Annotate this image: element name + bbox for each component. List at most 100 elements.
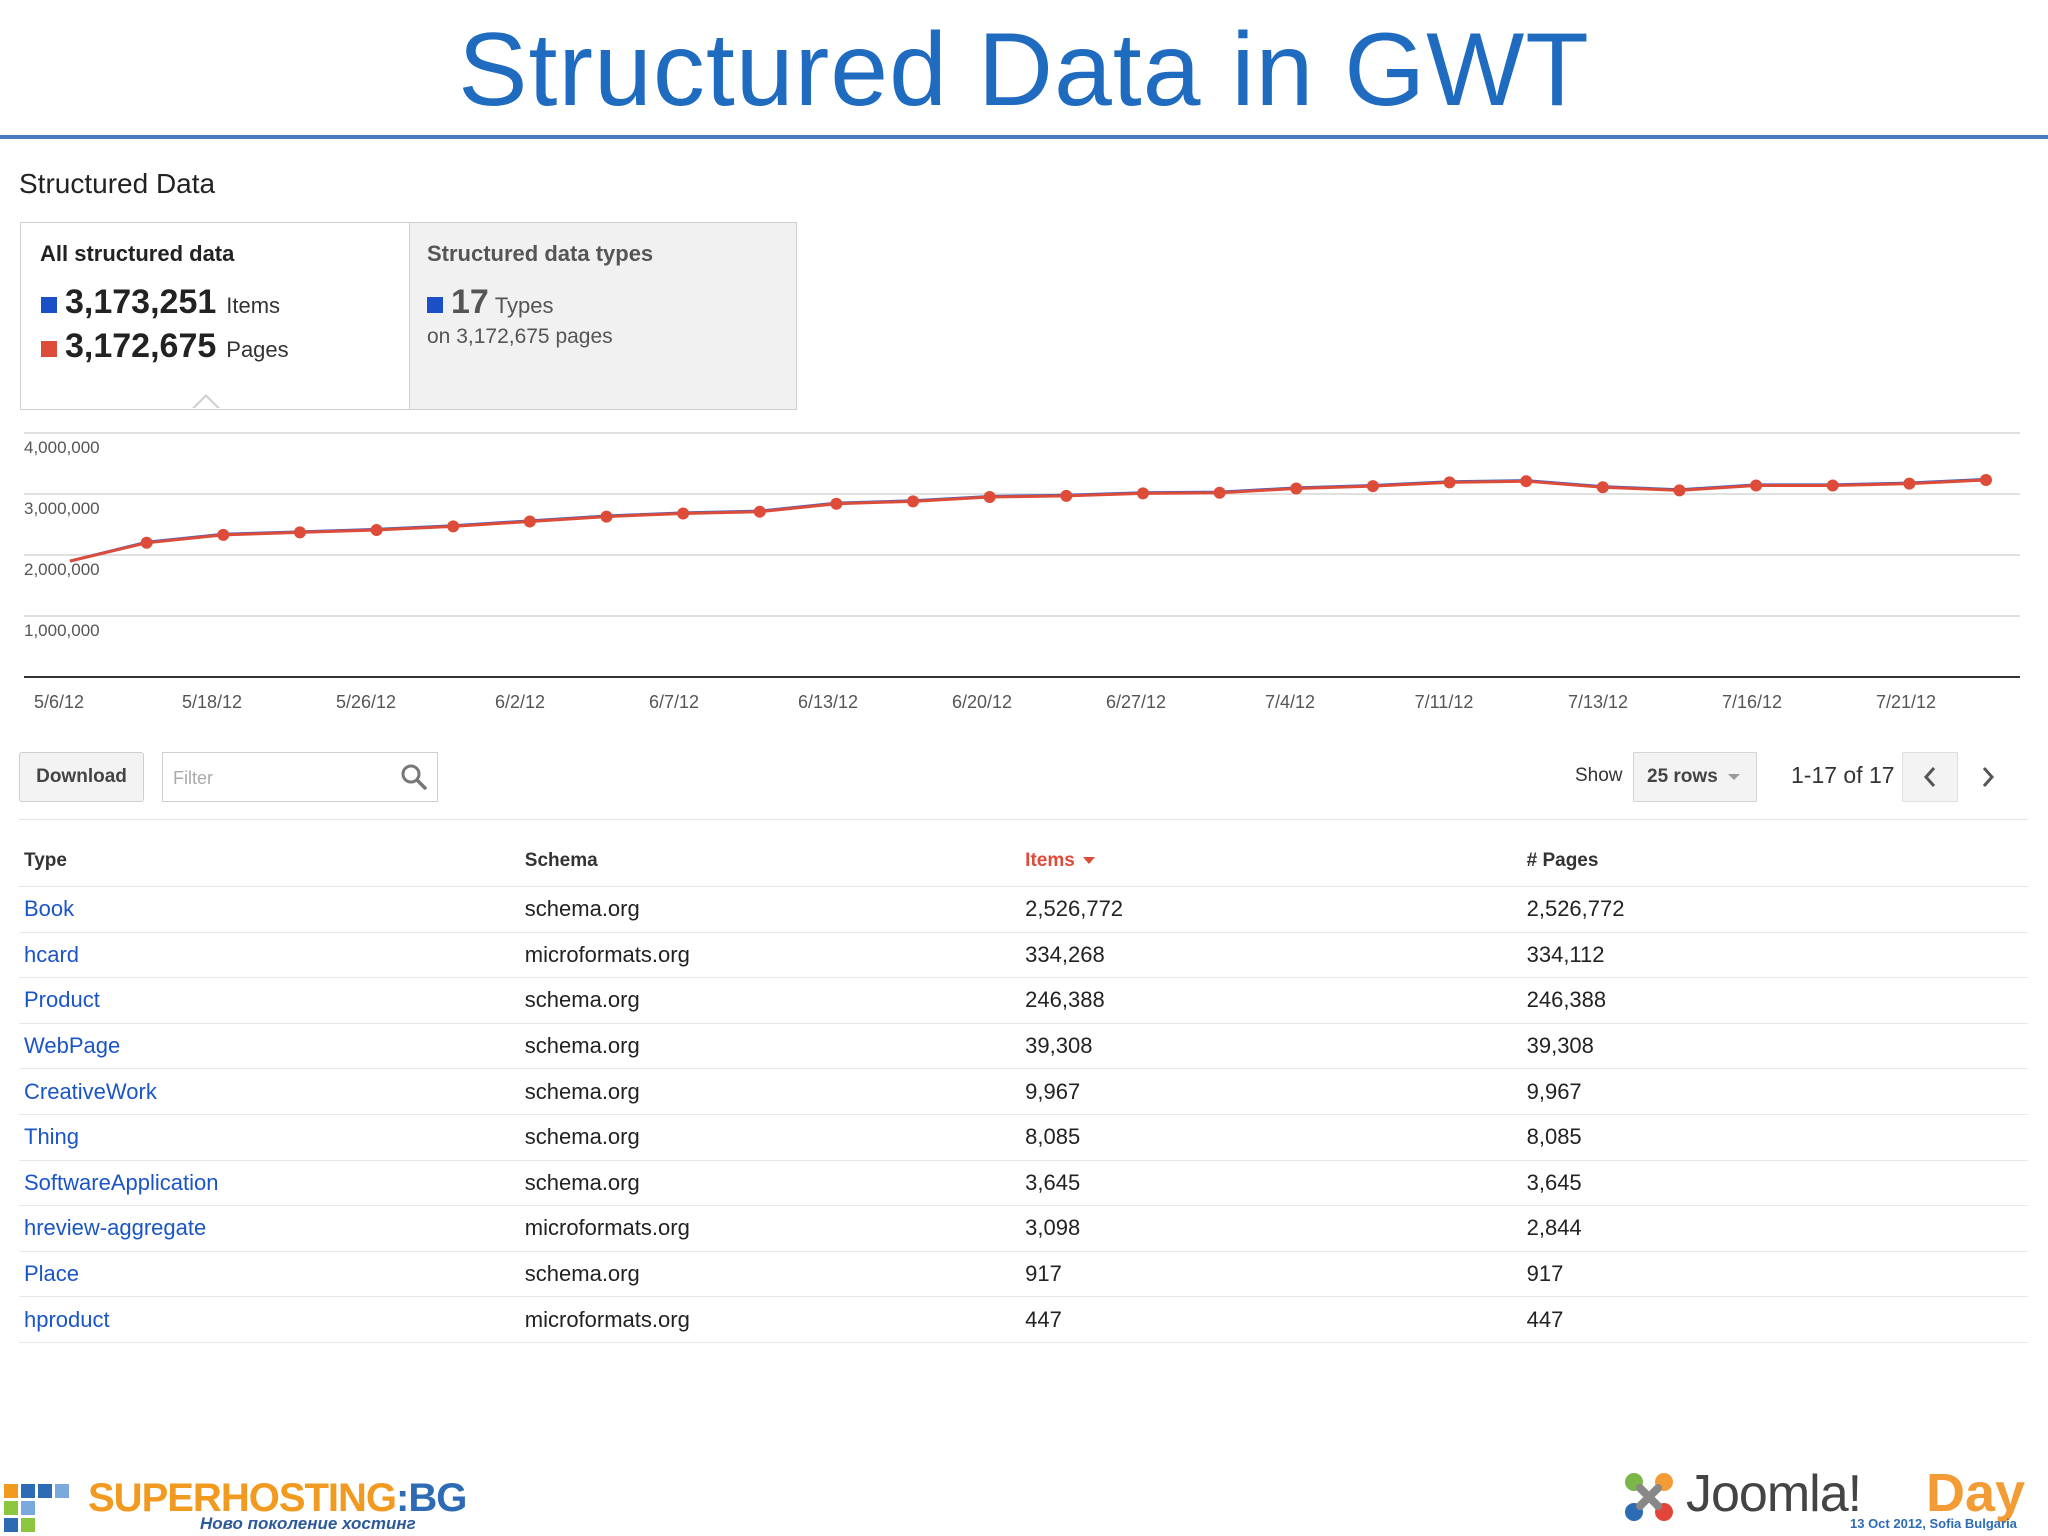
search-icon[interactable]: [399, 762, 429, 792]
type-link-cell[interactable]: CreativeWork: [19, 1068, 520, 1115]
structured-data-table: Type Schema Items # Pages Book schema.org…: [19, 836, 2028, 1343]
schema-cell: microformats.org: [519, 1296, 1021, 1343]
schema-cell: schema.org: [519, 977, 1021, 1024]
download-button[interactable]: Download: [19, 752, 144, 802]
data-point: [1290, 482, 1303, 495]
pages-total-unit: Pages: [226, 337, 289, 362]
pages-cell: 246,388: [1521, 977, 2028, 1024]
items-cell: 8,085: [1020, 1114, 1522, 1161]
structured-data-types-tab[interactable]: Structured data types 17 Types on 3,172,…: [409, 223, 796, 409]
data-point: [1520, 475, 1533, 488]
items-cell: 39,308: [1020, 1023, 1522, 1070]
type-link-cell[interactable]: WebPage: [19, 1023, 520, 1070]
pages-legend-swatch: [41, 341, 57, 357]
line-chart: 4,000,000 3,000,000 2,000,000 1,000,000 5/6/…: [24, 432, 2020, 712]
column-header-type[interactable]: Type: [19, 836, 520, 887]
pages-cell: 447: [1521, 1296, 2028, 1343]
x-tick-label: 6/27/12: [1106, 692, 1166, 712]
section-heading: Structured Data: [19, 168, 216, 199]
y-tick-label: 3,000,000: [24, 499, 100, 518]
table-row: WebPage schema.org 39,308 39,308: [19, 1023, 2028, 1070]
data-point: [293, 526, 306, 539]
items-cell: 2,526,772: [1020, 886, 1522, 933]
data-point: [1750, 479, 1763, 492]
data-point: [830, 497, 843, 510]
pages-total-value: 3,172,675: [65, 327, 217, 365]
data-point: [1673, 484, 1686, 497]
x-tick-label: 5/6/12: [34, 692, 84, 712]
column-header-items-label: Items: [1025, 850, 1075, 871]
table-row: Place schema.org 917 917: [19, 1251, 2028, 1298]
title-divider: [0, 135, 2048, 139]
data-point: [753, 505, 766, 518]
type-link-cell[interactable]: SoftwareApplication: [19, 1160, 520, 1207]
x-tick-label: 6/20/12: [952, 692, 1012, 712]
previous-page-button[interactable]: [1902, 752, 1958, 802]
all-structured-data-tab[interactable]: All structured data 3,173,251 Items 3,17…: [21, 223, 409, 409]
x-tick-label: 6/2/12: [495, 692, 545, 712]
x-tick-label: 5/26/12: [336, 692, 396, 712]
superhosting-brand: SUPERHOSTING: [88, 1476, 397, 1520]
type-link-cell[interactable]: Book: [19, 886, 520, 933]
series-line-items: [69, 477, 1987, 563]
type-link-cell[interactable]: hproduct: [19, 1296, 520, 1343]
table-row: hreview-aggregate microformats.org 3,098 2,…: [19, 1205, 2028, 1252]
filter-input[interactable]: [171, 763, 395, 793]
data-point: [1366, 480, 1379, 493]
joomla-wordmark: Joomla!: [1686, 1465, 1862, 1523]
next-page-button[interactable]: [1960, 752, 2016, 802]
data-point: [1443, 476, 1456, 489]
structured-data-chart: 4,000,000 3,000,000 2,000,000 1,000,000 5/6/…: [20, 425, 2028, 715]
x-tick-label: 7/21/12: [1876, 692, 1936, 712]
type-link-cell[interactable]: Place: [19, 1251, 520, 1298]
type-link-cell[interactable]: Thing: [19, 1114, 520, 1161]
y-tick-label: 2,000,000: [24, 560, 100, 579]
table-header-row: Type Schema Items # Pages: [19, 836, 2028, 887]
pages-cell: 9,967: [1521, 1068, 2028, 1115]
schema-cell: schema.org: [519, 1251, 1021, 1298]
y-tick-label: 1,000,000: [24, 621, 100, 640]
type-link-cell[interactable]: hreview-aggregate: [19, 1205, 520, 1252]
types-pages-note: on 3,172,675 pages: [427, 325, 613, 348]
joomla-day-logo: Joomla! Day 13 Oct 2012, Sofia Bulgaria: [1614, 1458, 2034, 1536]
series-line-pages: [69, 478, 1987, 563]
type-link-cell[interactable]: Product: [19, 977, 520, 1024]
table-row: hcard microformats.org 334,268 334,112: [19, 932, 2028, 979]
column-header-pages[interactable]: # Pages: [1521, 836, 2028, 887]
all-structured-data-label: All structured data: [40, 241, 235, 266]
data-point: [370, 523, 383, 536]
table-row: SoftwareApplication schema.org 3,645 3,645: [19, 1160, 2028, 1207]
selected-tab-pointer-fill: [194, 397, 218, 409]
x-tick-label: 7/13/12: [1568, 692, 1628, 712]
rows-per-page-value: 25 rows: [1647, 766, 1718, 787]
pagination-info: 1-17 of 17: [1791, 762, 1895, 788]
data-point: [600, 510, 613, 523]
superhosting-tagline: Ново поколение хостинг: [200, 1514, 416, 1533]
table-toolbar: Download Show 25 rows 1-17 of 17: [19, 752, 2028, 806]
data-point: [1136, 487, 1149, 500]
table-body: Book schema.org 2,526,772 2,526,772 hcard mic…: [19, 886, 2028, 1343]
superhosting-tld: BG: [408, 1476, 467, 1520]
pages-cell: 2,844: [1521, 1205, 2028, 1252]
pages-cell: 8,085: [1521, 1114, 2028, 1161]
type-link-cell[interactable]: hcard: [19, 932, 520, 979]
chevron-right-icon: [1982, 767, 1995, 787]
x-tick-label: 7/11/12: [1415, 692, 1474, 712]
schema-cell: schema.org: [519, 886, 1021, 933]
rows-per-page-select[interactable]: 25 rows: [1633, 752, 1757, 802]
data-point: [1826, 479, 1839, 492]
data-point: [677, 507, 690, 520]
superhosting-logo: SUPERHOSTING:BG Ново поколение хостинг: [4, 1476, 467, 1534]
table-row: Thing schema.org 8,085 8,085: [19, 1114, 2028, 1161]
y-tick-label: 4,000,000: [24, 438, 100, 457]
column-header-items[interactable]: Items: [1020, 836, 1522, 887]
table-row: hproduct microformats.org 447 447: [19, 1296, 2028, 1343]
pages-cell: 39,308: [1521, 1023, 2028, 1070]
slide-title: Structured Data in GWT: [458, 12, 1590, 128]
data-point: [140, 536, 153, 549]
column-header-schema[interactable]: Schema: [519, 836, 1021, 887]
summary-panel: All structured data 3,173,251 Items 3,17…: [20, 222, 797, 410]
sort-descending-icon: [1082, 857, 1095, 864]
items-cell: 3,645: [1020, 1160, 1522, 1207]
items-cell: 3,098: [1020, 1205, 1522, 1252]
